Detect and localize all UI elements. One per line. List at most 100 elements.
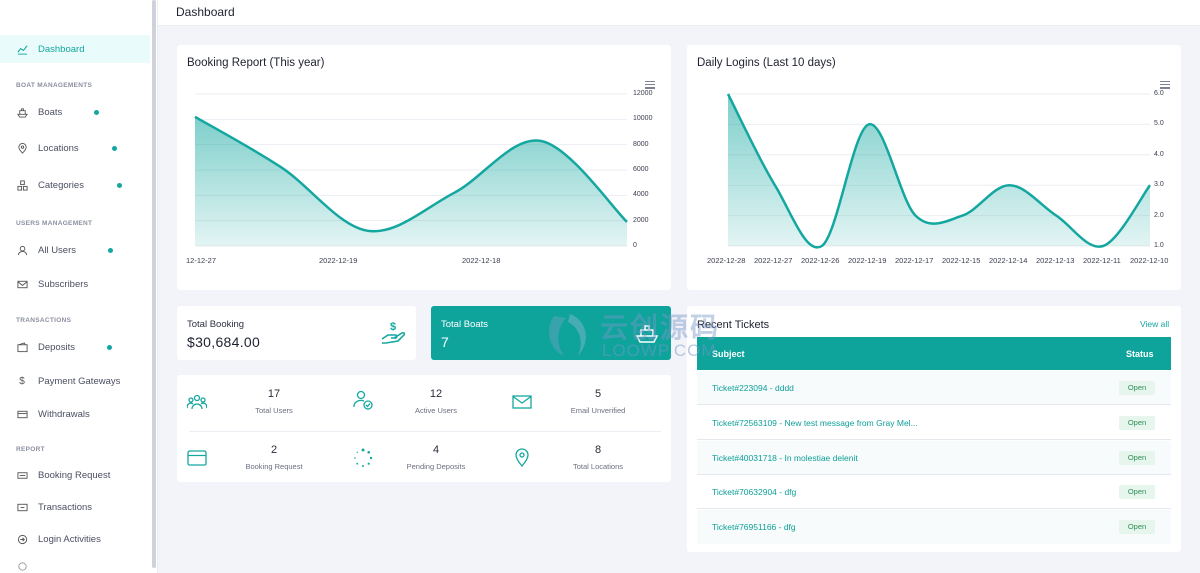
user-icon	[16, 244, 28, 256]
y-tick: 8000	[633, 141, 649, 148]
ticket-subject[interactable]: Ticket#76951166 - dfg	[712, 522, 796, 532]
sidebar-item-payment-gateways[interactable]: $ Payment Gateways	[0, 367, 150, 395]
status-badge: Open	[1119, 451, 1155, 465]
area-fill	[728, 94, 1150, 248]
table-row[interactable]: Ticket#76951166 - dfg Open	[697, 510, 1171, 544]
stat-email-unverified: 5 Email Unverified	[543, 388, 653, 415]
y-tick: 2000	[633, 217, 649, 224]
stat-number: 5	[594, 388, 602, 400]
sidebar-item-label: All Users	[38, 244, 77, 256]
x-tick: 2022-12-11	[1083, 256, 1121, 265]
stat-label: Email Unverified	[570, 406, 626, 415]
total-boats-label: Total Boats	[441, 319, 488, 330]
map-pin-icon	[16, 142, 28, 154]
chart-menu-icon[interactable]	[1160, 81, 1170, 89]
table-row[interactable]: Ticket#72563109 - New test message from …	[697, 406, 1171, 440]
sidebar-item-label: Subscribers	[38, 278, 89, 290]
total-booking-card: Total Booking $30,684.00 $	[177, 306, 416, 360]
sidebar-item-label: Boats	[38, 106, 63, 118]
sidebar-item-subscribers[interactable]: Subscribers	[0, 270, 150, 298]
total-boats-value: 7	[441, 334, 450, 350]
stat-number: 17	[267, 388, 281, 400]
y-tick: 6000	[633, 166, 649, 173]
sidebar-item-boats[interactable]: Boats	[0, 98, 150, 126]
sidebar-item-label: Categories	[38, 179, 84, 191]
sidebar-item-deposits[interactable]: Deposits	[0, 333, 150, 361]
y-tick: 10000	[633, 115, 653, 122]
stat-label: Total Users	[255, 406, 293, 415]
stat-active-users: 12 Active Users	[381, 388, 491, 415]
stat-pending-deposits: 4 Pending Deposits	[381, 444, 491, 471]
x-tick: 2022-12-26	[801, 256, 840, 265]
stat-label: Pending Deposits	[406, 462, 466, 471]
total-booking-label: Total Booking	[187, 319, 245, 330]
sidebar-item-label: Payment Gateways	[38, 375, 121, 387]
ticket-subject[interactable]: Ticket#40031718 - In molestiae delenit	[712, 453, 858, 463]
recent-tickets-title: Recent Tickets	[697, 319, 770, 331]
ticket-subject[interactable]: Ticket#72563109 - New test message from …	[712, 418, 918, 428]
status-dot	[108, 247, 113, 253]
ticket-icon	[16, 469, 28, 481]
y-tick: 5.0	[1154, 120, 1164, 127]
status-dot	[112, 145, 117, 151]
withdraw-icon	[16, 408, 28, 420]
sidebar-item-categories[interactable]: Categories	[0, 171, 150, 199]
sidebar-heading-report: REPORT	[16, 446, 45, 453]
y-tick: 6.0	[1154, 90, 1164, 97]
spinner-icon	[354, 448, 373, 467]
booking-report-title: Booking Report (This year)	[187, 57, 325, 69]
tickets-table-header: Subject Status	[697, 337, 1171, 370]
sidebar-heading-transactions: TRANSACTIONS	[16, 317, 72, 324]
ship-icon	[635, 325, 659, 343]
sidebar-item-transactions[interactable]: Transactions	[0, 493, 150, 521]
sidebar-item-dashboard[interactable]: Dashboard	[0, 35, 150, 63]
y-tick: 12000	[633, 90, 653, 97]
boat-icon	[16, 106, 28, 118]
dollar-icon: $	[19, 375, 25, 387]
sidebar-scrollbar[interactable]	[152, 0, 156, 568]
sidebar-item-login-activities[interactable]: Login Activities	[0, 525, 150, 553]
user-check-icon	[353, 390, 373, 410]
login-icon	[16, 533, 28, 545]
table-row[interactable]: Ticket#40031718 - In molestiae delenit O…	[697, 441, 1171, 475]
ticket-subject[interactable]: Ticket#223094 - dddd	[712, 383, 794, 393]
status-badge: Open	[1119, 416, 1155, 430]
daily-logins-chart	[726, 93, 1152, 249]
table-row[interactable]: Ticket#70632904 - dfg Open	[697, 475, 1171, 509]
stat-number: 12	[429, 388, 443, 400]
stat-number: 2	[270, 444, 278, 456]
stat-label: Booking Request	[245, 462, 303, 471]
status-dot	[117, 182, 122, 188]
booking-report-chart	[194, 93, 628, 247]
card-icon	[187, 450, 207, 466]
top-bar: Dashboard	[158, 0, 1200, 26]
x-tick: 2022-12-28	[707, 256, 746, 265]
sidebar-item-label: Login Activities	[38, 533, 101, 545]
page-title: Dashboard	[176, 5, 235, 19]
booking-report-card: Booking Report (This year) 12000 10000 8…	[177, 45, 671, 290]
sidebar-item-label: Withdrawals	[38, 408, 90, 420]
daily-logins-title: Daily Logins (Last 10 days)	[697, 57, 836, 69]
table-row[interactable]: Ticket#223094 - dddd Open	[697, 371, 1171, 405]
sidebar-item-label: Booking Request	[38, 469, 111, 481]
chart-menu-icon[interactable]	[645, 81, 655, 89]
stat-total-users: 17 Total Users	[219, 388, 329, 415]
sidebar-item-all-users[interactable]: All Users	[0, 236, 150, 264]
total-booking-value: $30,684.00	[187, 334, 261, 350]
stat-label: Active Users	[414, 406, 458, 415]
categories-icon	[16, 179, 28, 191]
view-all-link[interactable]: View all	[1140, 319, 1170, 329]
stat-number: 8	[594, 444, 602, 456]
location-icon	[515, 448, 529, 467]
sidebar-item-withdrawals[interactable]: Withdrawals	[0, 400, 150, 428]
users-icon	[187, 394, 207, 410]
dashboard-icon	[16, 43, 28, 55]
x-tick: 2022-12-18	[462, 256, 501, 265]
y-tick: 3.0	[1154, 181, 1164, 188]
status-dot	[94, 109, 99, 115]
sidebar-item-partial[interactable]	[0, 556, 150, 573]
sidebar-item-booking-request[interactable]: Booking Request	[0, 461, 150, 489]
stat-booking-request: 2 Booking Request	[219, 444, 329, 471]
sidebar-item-locations[interactable]: Locations	[0, 134, 150, 162]
ticket-subject[interactable]: Ticket#70632904 - dfg	[712, 487, 797, 497]
